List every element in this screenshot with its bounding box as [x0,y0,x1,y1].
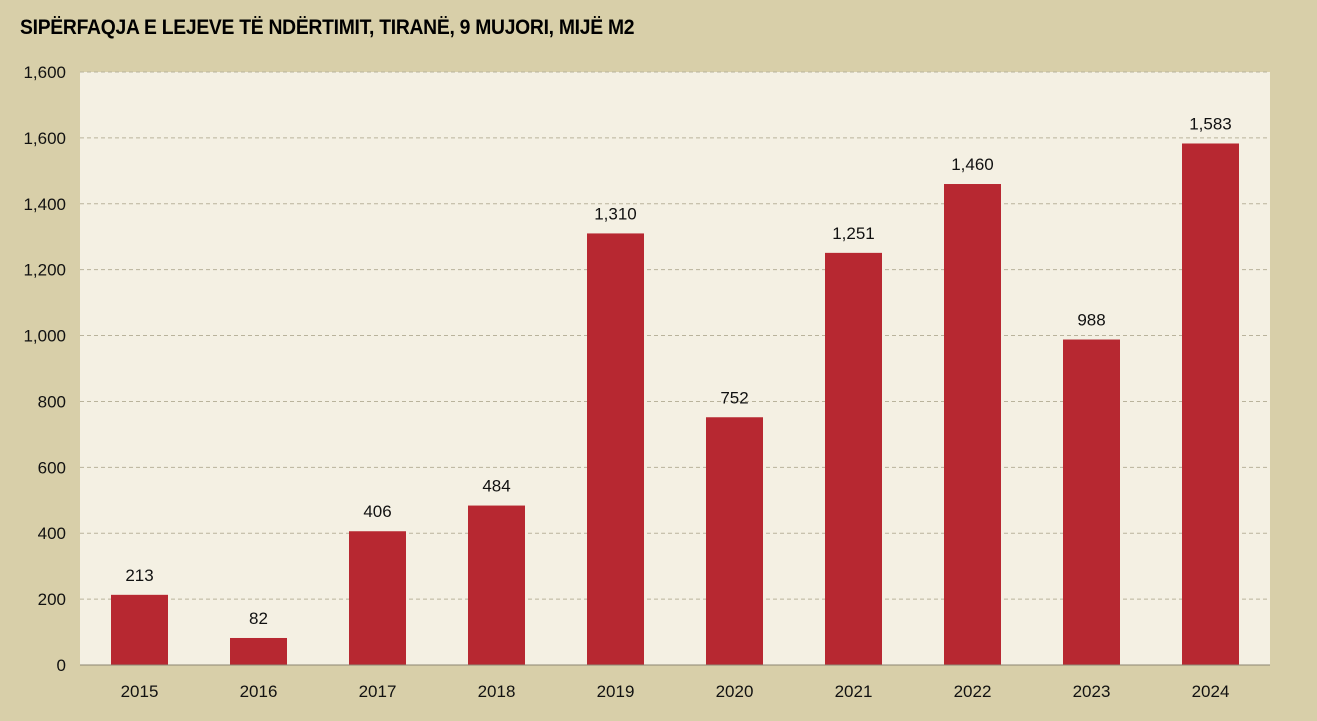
y-tick-label: 800 [38,392,66,411]
y-axis-ticks: 0 200 400 600 800 1,000 1,200 1,400 1,600 1,600 [23,63,66,675]
x-tick-label: 2015 [121,682,159,701]
y-tick-label: 400 [38,524,66,543]
chart-title: SIPËRFAQJA E LEJEVE TË NDËRTIMIT, TIRANË… [20,16,635,39]
bars [111,143,1239,666]
y-tick-label: 600 [38,458,66,477]
bar [230,637,287,665]
bar-value-label: 484 [482,477,510,496]
bar [349,531,406,665]
bar [825,252,882,666]
bar [944,184,1001,665]
y-tick-label: 1,200 [23,261,66,280]
y-tick-label: 0 [57,656,66,675]
bar-value-label: 82 [249,609,268,628]
x-tick-label: 2016 [240,682,278,701]
bar [1063,339,1120,665]
bar-value-label: 1,251 [832,224,875,243]
bar-value-label: 1,583 [1189,114,1232,133]
x-tick-label: 2023 [1073,682,1111,701]
bar [468,505,525,665]
y-tick-label: 1,000 [23,327,66,346]
bar [587,233,644,665]
x-tick-label: 2021 [835,682,873,701]
gridlines [80,71,1270,600]
x-tick-label: 2020 [716,682,754,701]
bar-value-label: 1,310 [594,204,637,223]
bar [706,417,763,665]
bar-value-label: 988 [1077,311,1105,330]
value-labels: 213 82 406 484 1,310 752 1,251 1,460 988 1,583 [125,114,1231,627]
x-tick-label: 2022 [954,682,992,701]
bar-value-label: 752 [720,388,748,407]
y-tick-label: 1,600 [23,129,66,148]
bar [111,594,168,665]
x-tick-label: 2017 [359,682,397,701]
bar-value-label: 406 [363,502,391,521]
x-tick-label: 2024 [1192,682,1230,701]
x-tick-label: 2019 [597,682,635,701]
y-tick-label: 200 [38,590,66,609]
bar-value-label: 1,460 [951,155,994,174]
x-tick-label: 2018 [478,682,516,701]
bar [1182,143,1239,665]
bar-value-label: 213 [125,566,153,585]
x-axis-ticks: 2015 2016 2017 2018 2019 2020 2021 2022 2023 2024 [121,682,1230,701]
y-tick-label: 1,400 [23,195,66,214]
y-tick-label: 1,600 [23,63,66,82]
